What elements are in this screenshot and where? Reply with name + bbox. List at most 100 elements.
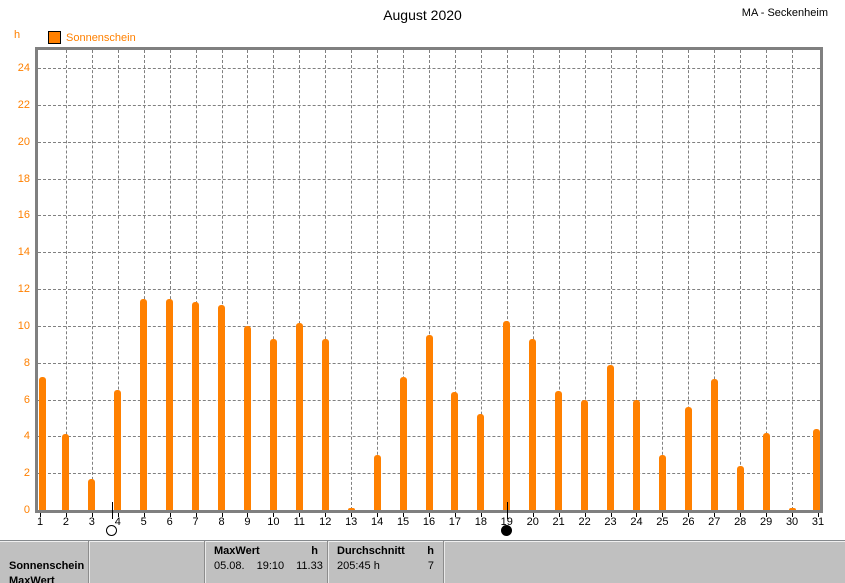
x-tick-label-6: 6 <box>166 516 173 528</box>
x-tick-day-31 <box>818 513 819 517</box>
gridline-v-day-7 <box>195 50 197 510</box>
maxwert-value: 11.33 <box>296 560 323 572</box>
y-tick-label-18: 18 <box>17 172 30 185</box>
gridline-v-day-18 <box>480 50 482 510</box>
y-tick-label-8: 8 <box>23 356 30 369</box>
status-col-maxwert: MaxWert h 05.08. 19:10 11.33 <box>204 541 327 583</box>
bar-day-29 <box>762 432 770 510</box>
y-tick-label-24: 24 <box>17 62 30 74</box>
new-moon-marker-icon <box>501 525 513 536</box>
bar-day-3 <box>88 478 96 510</box>
x-tick-label-30: 30 <box>785 516 799 528</box>
y-tick-label-20: 20 <box>17 135 30 148</box>
bar-day-6 <box>166 299 174 510</box>
y-tick-label-10: 10 <box>17 319 30 332</box>
y-tick-label-2: 2 <box>23 467 30 480</box>
status-col-sensor: Sonnenschein MaxWert <box>0 541 88 583</box>
x-tick-day-9 <box>247 513 249 517</box>
y-tick-label-12: 12 <box>17 283 30 295</box>
x-tick-day-12 <box>325 513 327 517</box>
bar-day-14 <box>373 454 381 510</box>
gridline-v-day-28 <box>740 50 742 510</box>
bar-day-22 <box>581 399 589 510</box>
x-tick-label-3: 3 <box>88 516 95 528</box>
x-tick-day-21 <box>558 513 560 517</box>
bar-day-26 <box>684 406 692 510</box>
maxwert-value-row: 05.08. 19:10 11.33 <box>205 559 327 574</box>
status-sensor-header-row <box>0 544 88 559</box>
x-tick-label-16: 16 <box>422 516 436 528</box>
gridline-v-day-26 <box>688 50 690 510</box>
bar-day-5 <box>140 299 148 510</box>
x-tick-day-5 <box>143 513 145 517</box>
x-tick-label-22: 22 <box>578 516 591 528</box>
bar-day-2 <box>62 434 70 510</box>
gridline-v-day-20 <box>532 50 534 510</box>
bar-day-23 <box>607 364 615 510</box>
x-tick-day-14 <box>377 513 379 517</box>
gridline-v-day-4 <box>117 50 119 510</box>
gridline-v-day-15 <box>403 50 405 510</box>
x-tick-label-24: 24 <box>630 516 643 528</box>
x-tick-label-25: 25 <box>656 516 669 528</box>
bar-day-11 <box>295 323 303 510</box>
durchschnitt-unit: h <box>427 545 434 557</box>
status-col-durchschnitt: Durchschnitt h 205:45 h 7 <box>327 541 443 583</box>
x-tick-day-1 <box>40 513 41 517</box>
gridline-v-day-14 <box>377 50 379 510</box>
gridline-v-day-25 <box>662 50 664 510</box>
x-tick-day-25 <box>662 513 664 517</box>
gridline-v-day-6 <box>169 50 171 510</box>
x-tick-label-21: 21 <box>552 516 565 528</box>
bar-day-19 <box>503 321 511 510</box>
status-bar: Sonnenschein MaxWert MaxWert h 05.08. 19… <box>0 540 845 583</box>
x-tick-label-12: 12 <box>319 516 332 528</box>
gridline-v-day-8 <box>221 50 223 510</box>
x-tick-label-11: 11 <box>293 516 306 528</box>
x-tick-day-18 <box>480 513 482 517</box>
y-tick-label-4: 4 <box>23 430 30 443</box>
x-tick-day-4 <box>117 513 119 517</box>
y-axis-unit-label: h <box>14 29 21 41</box>
x-tick-day-7 <box>195 513 197 517</box>
bar-day-15 <box>399 377 407 510</box>
x-tick-label-14: 14 <box>371 516 384 528</box>
x-tick-label-15: 15 <box>396 516 410 528</box>
gridline-v-day-24 <box>636 50 638 510</box>
x-tick-label-17: 17 <box>448 516 462 528</box>
gridline-v-day-9 <box>247 50 249 510</box>
x-tick-label-27: 27 <box>708 516 721 528</box>
gridline-v-day-19 <box>506 50 508 510</box>
x-tick-label-1: 1 <box>36 516 44 528</box>
x-tick-label-9: 9 <box>244 516 251 528</box>
x-tick-day-29 <box>766 513 768 517</box>
x-tick-label-23: 23 <box>604 516 617 528</box>
x-tick-label-20: 20 <box>526 516 539 528</box>
durchschnitt-header-row: Durchschnitt h <box>328 544 443 559</box>
x-tick-label-18: 18 <box>474 516 487 528</box>
status-col-empty-2 <box>443 541 845 583</box>
bar-day-17 <box>451 392 459 510</box>
bar-day-4 <box>114 390 122 510</box>
legend-series-label: Sonnenschein <box>66 31 136 44</box>
bar-day-20 <box>529 338 537 510</box>
x-tick-day-24 <box>636 513 638 517</box>
station-label: MA - Seckenheim <box>741 7 828 19</box>
bar-day-1 <box>38 377 46 510</box>
gridline-v-day-10 <box>273 50 275 510</box>
chart-title: August 2020 <box>383 7 462 23</box>
bar-day-27 <box>710 379 718 510</box>
x-tick-label-26: 26 <box>682 516 695 528</box>
x-tick-day-28 <box>740 513 742 517</box>
durchschnitt-header: Durchschnitt <box>337 545 405 557</box>
bar-day-18 <box>477 414 485 510</box>
x-tick-day-30 <box>792 513 794 517</box>
x-tick-day-11 <box>299 513 301 517</box>
y-tick-label-16: 16 <box>17 209 30 222</box>
bar-day-12 <box>321 338 329 510</box>
x-tick-label-8: 8 <box>218 516 225 528</box>
bar-day-10 <box>269 338 277 510</box>
x-tick-day-2 <box>65 513 67 517</box>
bar-day-7 <box>192 301 200 510</box>
durchschnitt-value-row: 205:45 h 7 <box>328 559 443 574</box>
